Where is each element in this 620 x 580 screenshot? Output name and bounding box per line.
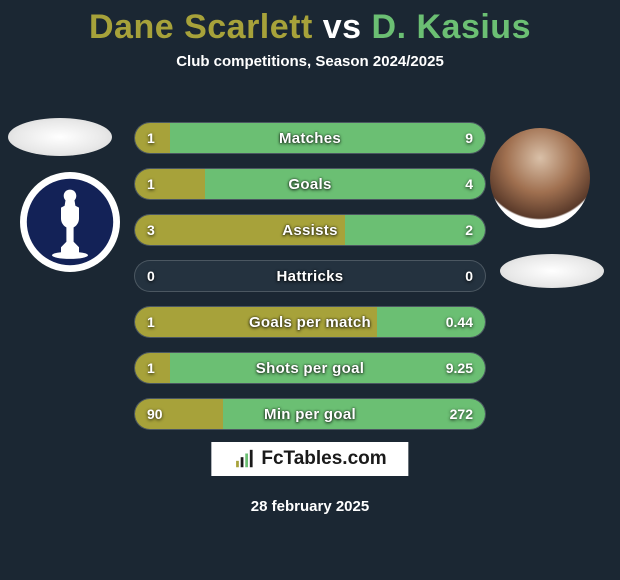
stat-value-left: 1 [135, 353, 167, 383]
stat-value-right: 272 [438, 399, 485, 429]
stat-row: Matches1 9 [134, 122, 486, 154]
subtitle: Club competitions, Season 2024/2025 [0, 53, 620, 70]
player1-avatar [8, 118, 112, 156]
stat-value-right: 2 [453, 215, 485, 245]
player1-club-crest [20, 172, 120, 272]
stat-label: Goals per match [135, 307, 485, 337]
stat-value-left: 1 [135, 123, 167, 153]
stat-value-right: 4 [453, 169, 485, 199]
stat-value-right: 9.25 [434, 353, 485, 383]
player1-name: Dane Scarlett [89, 8, 313, 46]
chart-icon [233, 448, 255, 470]
stat-row: Shots per goal1 9.25 [134, 352, 486, 384]
watermark-text: FcTables.com [261, 448, 386, 470]
stat-row: Goals1 4 [134, 168, 486, 200]
stat-row: Assists3 2 [134, 214, 486, 246]
comparison-title: Dane Scarlett vs D. Kasius [0, 0, 620, 47]
tottenham-icon [25, 177, 115, 267]
date: 28 february 2025 [0, 498, 620, 515]
stat-label: Goals [135, 169, 485, 199]
stat-label: Shots per goal [135, 353, 485, 383]
stat-value-left: 1 [135, 307, 167, 337]
stat-row: Min per goal90 272 [134, 398, 486, 430]
stat-label: Min per goal [135, 399, 485, 429]
stat-label: Assists [135, 215, 485, 245]
stat-value-left: 90 [135, 399, 175, 429]
stat-row: Goals per match1 0.44 [134, 306, 486, 338]
stat-value-left: 0 [135, 261, 167, 291]
stat-label: Matches [135, 123, 485, 153]
stat-label: Hattricks [135, 261, 485, 291]
stat-row: Hattricks0 0 [134, 260, 486, 292]
stat-value-left: 3 [135, 215, 167, 245]
player2-name: D. Kasius [372, 8, 531, 46]
player2-club-crest [500, 254, 604, 288]
player2-avatar [490, 128, 590, 228]
vs-text: vs [323, 8, 362, 46]
stat-value-right: 0 [453, 261, 485, 291]
stat-value-right: 0.44 [434, 307, 485, 337]
watermark: FcTables.com [211, 442, 408, 476]
stat-value-left: 1 [135, 169, 167, 199]
stat-value-right: 9 [453, 123, 485, 153]
stats-bars: Matches19Goals14Assists32Hattricks00Goal… [134, 122, 486, 444]
